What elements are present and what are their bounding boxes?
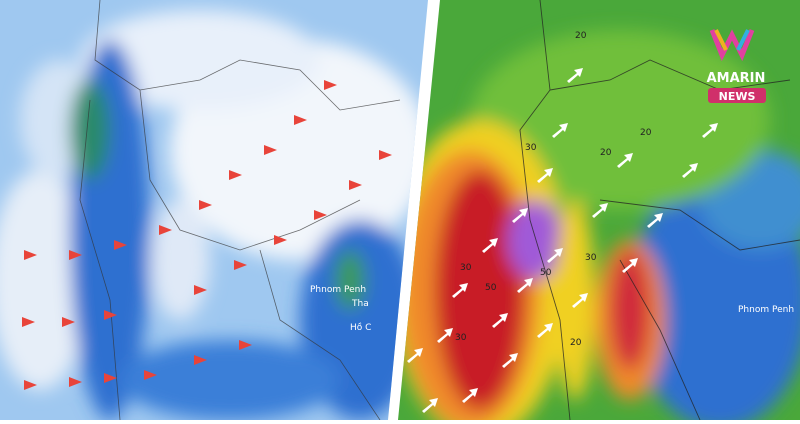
wind-arrow <box>517 278 533 293</box>
wind-arrow <box>144 370 157 380</box>
wind-arrow <box>22 317 35 327</box>
contour-label: 50 <box>485 283 497 293</box>
wind-arrow <box>537 168 553 183</box>
place-label: Hồ C <box>350 322 371 333</box>
contour-label: 30 <box>455 333 467 343</box>
wind-arrow <box>502 353 518 368</box>
contour-label: 20 <box>575 31 587 41</box>
wind-arrow <box>512 208 528 223</box>
wind-arrow <box>199 200 212 210</box>
wind-arrow <box>552 123 568 138</box>
logo: AMARIN NEWS <box>707 29 766 103</box>
logo-brand: AMARIN <box>707 71 766 86</box>
contour-label: 20 <box>600 148 612 158</box>
wind-arrow <box>69 377 82 387</box>
wind-arrow <box>159 225 172 235</box>
wind-arrow <box>314 210 327 220</box>
wind-arrow <box>407 348 423 363</box>
wind-arrow <box>24 380 37 390</box>
wind-arrow <box>264 145 277 155</box>
wind-arrow <box>482 238 498 253</box>
wind-arrow <box>234 260 247 270</box>
wind-arrow <box>702 123 718 138</box>
wind-arrow <box>452 283 468 298</box>
wind-arrow <box>324 80 337 90</box>
wind-arrow <box>682 163 698 178</box>
wind-arrow <box>537 323 553 338</box>
contour-label: 20 <box>640 128 652 138</box>
wind-arrow <box>437 328 453 343</box>
wind-arrow <box>239 340 252 350</box>
wind-arrow <box>62 317 75 327</box>
wind-arrow <box>647 213 663 228</box>
contour-label: 50 <box>540 268 552 278</box>
wind-arrow <box>69 250 82 260</box>
left-map <box>0 0 428 420</box>
right-map <box>398 0 800 420</box>
wind-arrow <box>24 250 37 260</box>
wind-arrow <box>104 373 117 383</box>
place-label: Tha <box>351 299 369 309</box>
contour-label: 30 <box>460 263 472 273</box>
wind-arrow <box>622 258 638 273</box>
place-label: Phnom Penh <box>310 285 366 295</box>
wind-arrow <box>114 240 127 250</box>
wind-arrow <box>274 235 287 245</box>
wind-arrow <box>104 310 117 320</box>
wind-arrow <box>547 248 563 263</box>
contour-label: 30 <box>525 143 537 153</box>
wind-arrow <box>422 398 438 413</box>
wind-arrow <box>617 153 633 168</box>
wind-arrow <box>567 68 583 83</box>
wind-arrow <box>492 313 508 328</box>
wind-arrow <box>462 388 478 403</box>
wind-arrow <box>572 293 588 308</box>
wind-arrow <box>592 203 608 218</box>
place-label: Phnom Penh <box>738 305 794 315</box>
wind-arrow <box>194 285 207 295</box>
wind-arrow <box>229 170 242 180</box>
contour-label: 30 <box>585 253 597 263</box>
wind-arrow <box>349 180 362 190</box>
wind-arrow <box>294 115 307 125</box>
logo-tag: NEWS <box>719 90 756 103</box>
contour-label: 20 <box>570 338 582 348</box>
wind-arrow <box>379 150 392 160</box>
wind-arrow <box>194 355 207 365</box>
